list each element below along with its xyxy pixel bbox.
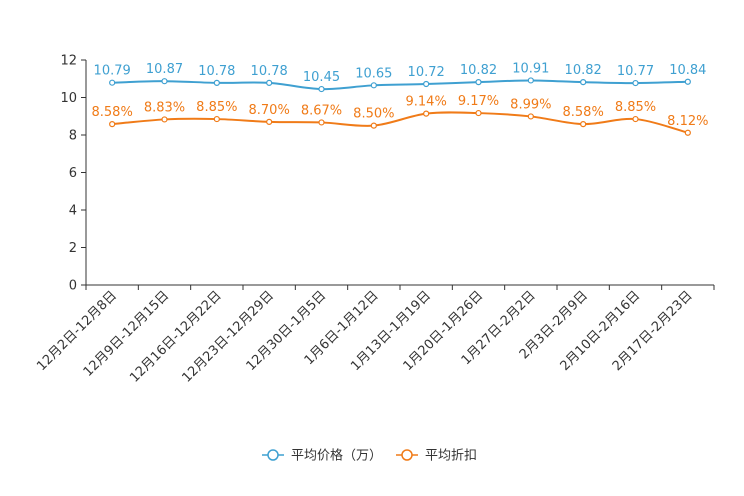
data-point bbox=[370, 82, 377, 89]
data-label: 10.82 bbox=[565, 63, 602, 78]
y-tick-label: 8 bbox=[69, 129, 77, 144]
data-point bbox=[266, 79, 273, 86]
data-label: 10.72 bbox=[408, 65, 445, 80]
y-tick-label: 4 bbox=[69, 204, 77, 219]
data-point bbox=[684, 129, 691, 136]
data-point bbox=[423, 110, 430, 117]
data-label: 10.78 bbox=[251, 64, 288, 79]
data-label: 10.65 bbox=[355, 66, 392, 81]
data-label: 10.87 bbox=[146, 62, 183, 77]
y-axis: 0 2 4 6 8 10 12 bbox=[60, 54, 87, 294]
series-line-0 bbox=[112, 79, 688, 91]
data-label: 8.83% bbox=[144, 100, 185, 115]
data-label: 10.82 bbox=[460, 63, 497, 78]
data-point bbox=[684, 78, 691, 85]
data-point bbox=[632, 79, 639, 87]
data-point bbox=[527, 113, 534, 120]
x-tick-label: 12月23日-12月29日 bbox=[180, 288, 277, 385]
data-point bbox=[580, 121, 587, 128]
data-label: 8.12% bbox=[667, 114, 708, 129]
data-label: 8.67% bbox=[301, 103, 342, 118]
data-point bbox=[632, 115, 639, 123]
legend: 平均价格（万） 平均折扣 bbox=[262, 448, 477, 464]
series-line-1 bbox=[112, 111, 689, 134]
y-tick-label: 2 bbox=[69, 241, 77, 256]
legend-label-1: 平均折扣 bbox=[425, 449, 477, 464]
y-tick-label: 10 bbox=[60, 91, 77, 106]
x-tick-label: 12月16日-12月22日 bbox=[127, 288, 224, 385]
data-point bbox=[475, 79, 482, 86]
y-tick-label: 0 bbox=[69, 279, 77, 294]
data-point bbox=[266, 118, 273, 125]
series-lines: 10.79 10.87 10.78 10.78 10.45 10.65 10.72 10.82… bbox=[92, 61, 708, 136]
y-tick-label: 12 bbox=[60, 54, 77, 69]
data-label: 9.14% bbox=[406, 95, 447, 110]
data-label: 8.99% bbox=[510, 97, 551, 112]
data-label: 8.85% bbox=[196, 100, 237, 115]
data-point bbox=[318, 85, 325, 93]
data-point bbox=[370, 122, 377, 129]
data-point bbox=[213, 115, 220, 123]
data-point bbox=[475, 109, 482, 117]
data-point bbox=[161, 116, 168, 123]
data-label: 8.70% bbox=[249, 103, 290, 118]
data-label: 10.91 bbox=[512, 61, 549, 76]
data-point bbox=[213, 79, 220, 86]
data-label: 8.58% bbox=[563, 105, 604, 120]
y-tick-label: 6 bbox=[69, 166, 77, 181]
data-label: 8.58% bbox=[92, 105, 133, 120]
data-point bbox=[161, 78, 168, 85]
data-label: 9.17% bbox=[458, 94, 499, 109]
legend-marker-0 bbox=[267, 449, 279, 461]
data-point bbox=[109, 79, 116, 86]
data-label: 10.79 bbox=[94, 64, 131, 79]
data-label: 10.45 bbox=[303, 70, 340, 85]
data-label: 10.77 bbox=[617, 64, 654, 79]
data-point bbox=[318, 119, 325, 126]
data-label: 8.85% bbox=[615, 100, 656, 115]
data-point bbox=[527, 77, 534, 84]
data-point bbox=[580, 79, 587, 86]
data-label: 8.50% bbox=[353, 107, 394, 122]
data-label: 10.84 bbox=[669, 63, 706, 78]
data-point bbox=[109, 121, 116, 128]
data-label: 10.78 bbox=[198, 64, 235, 79]
legend-marker-1 bbox=[401, 449, 413, 461]
x-axis: 12月2日-12月8日12月9日-12月15日12月16日-12月22日12月2… bbox=[34, 284, 715, 386]
data-point bbox=[423, 80, 430, 88]
legend-label-0: 平均价格（万） bbox=[291, 448, 382, 464]
